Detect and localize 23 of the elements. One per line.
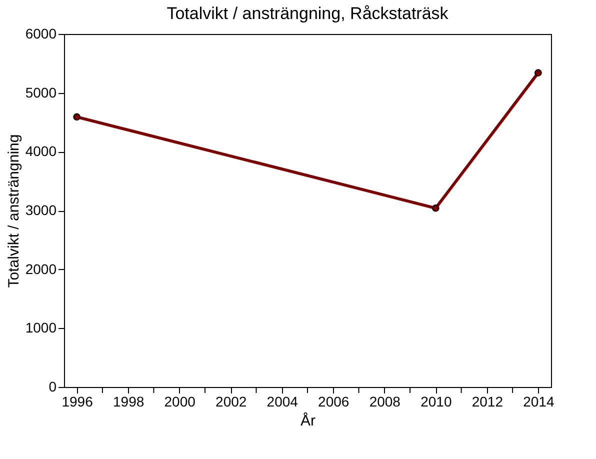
- chart-title: Totalvikt / ansträngning, Råckstaträsk: [166, 4, 449, 23]
- point: [432, 204, 440, 212]
- x-tick-label: 2006: [318, 394, 350, 410]
- x-tick-label: 2014: [523, 394, 554, 410]
- y-tick-label: 1000: [25, 320, 57, 336]
- x-tick-label: 2004: [266, 394, 298, 410]
- x-tick-label: 1998: [113, 394, 144, 410]
- y-tick-label: 2000: [25, 260, 57, 277]
- y-tick-label: 4000: [25, 143, 57, 160]
- y-tick-label: 6000: [25, 26, 57, 42]
- y-tick-label: 5000: [25, 84, 57, 100]
- x-axis-title: År: [300, 412, 316, 430]
- y-axis-title: Totalvikt / ansträngning: [5, 134, 22, 288]
- x-tick-label: 1996: [62, 394, 94, 410]
- y-tick-label: 0: [48, 378, 57, 394]
- point: [73, 113, 80, 121]
- x-tick-label: 2002: [216, 394, 247, 410]
- x-tick-label: 2010: [420, 394, 452, 410]
- x-tick-label: 2008: [369, 394, 401, 410]
- x-tick-label: 2000: [164, 394, 196, 410]
- x-tick-label: 2012: [472, 394, 504, 410]
- point: [534, 69, 542, 76]
- y-tick-label: 3000: [25, 202, 57, 218]
